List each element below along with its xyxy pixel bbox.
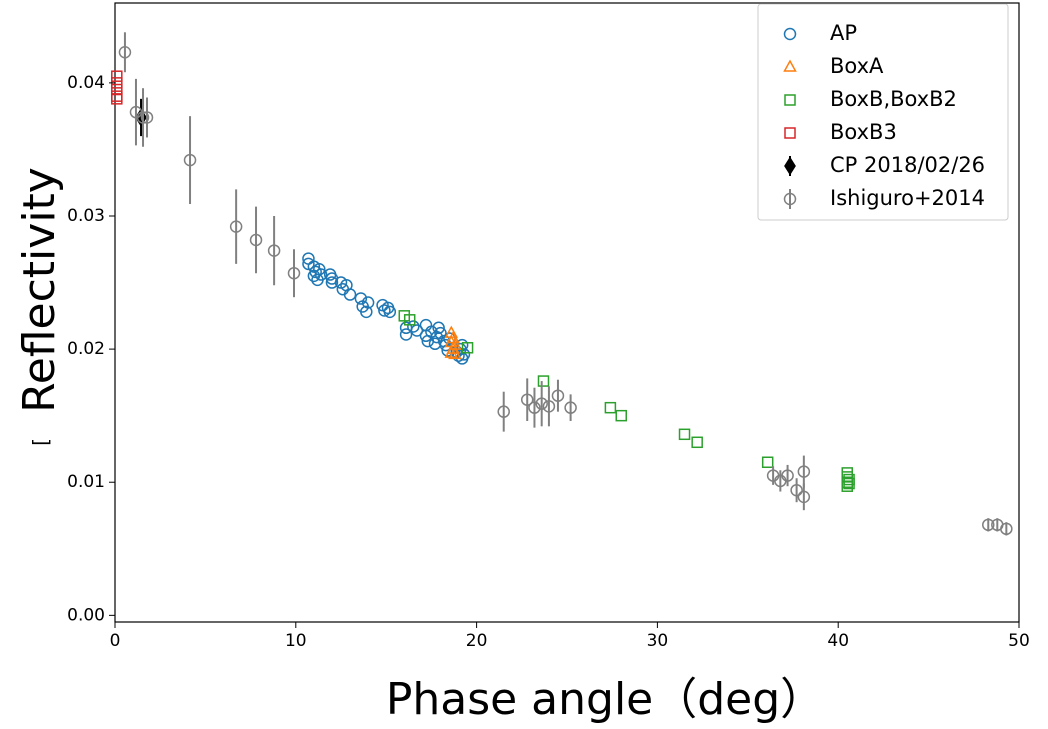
point [111,93,123,105]
x-tick-label: 50 [1008,631,1030,651]
point [287,266,301,280]
point [360,305,373,319]
point [761,456,774,469]
point [403,314,416,326]
legend-marker [783,192,797,206]
point [537,375,550,387]
point [229,220,243,233]
point [399,328,413,341]
y-tick-label: 0.02 [67,339,105,359]
x-tick-label: 40 [827,631,849,651]
series [398,310,855,492]
point [678,428,691,441]
legend-label: AP [830,21,857,45]
legend-label: Ishiguro+2014 [830,186,985,210]
x-tick-label: 10 [285,631,307,651]
x-axis-label: Phase angle（deg） [386,674,824,725]
series [302,252,471,365]
axes: 0 10 20 30 40 50 0.00 0.01 0.02 0.03 0.04 [67,73,1030,651]
point [797,490,811,504]
point [448,346,462,360]
legend-marker [784,127,796,139]
point [111,83,123,96]
legend-frame [757,3,1009,221]
point [520,393,534,406]
point [378,304,391,317]
point [691,436,703,449]
point [615,409,627,422]
point [1000,522,1013,536]
point [267,244,281,257]
plot-frame [114,2,1020,623]
legend-marker [784,156,796,176]
point [183,153,197,167]
series [118,32,1013,536]
point [118,46,132,59]
point [354,292,368,305]
point [407,320,420,333]
point [982,518,995,532]
point [313,262,326,276]
x-tick-label: 30 [647,631,669,651]
series [111,70,123,105]
point [790,483,803,497]
point [430,330,444,344]
point [528,401,541,414]
point [564,401,577,414]
y-tick-label: 0.01 [67,472,105,492]
point [604,401,617,414]
point [314,268,328,281]
point [444,345,459,358]
point [497,405,510,418]
point [410,324,424,337]
point [843,477,855,490]
point [542,400,556,413]
legend-marker [783,27,797,41]
point [136,111,150,124]
point [781,469,794,482]
legend-marker [784,94,796,106]
legend-label: BoxA [830,54,884,78]
point [361,296,375,309]
point [461,342,474,354]
legend-label: BoxB,BoxB2 [830,87,957,111]
point [432,321,445,335]
point [797,465,811,478]
x-tick-label: 20 [466,631,488,651]
point [383,305,397,319]
point [452,349,465,363]
y-tick-label: 0.00 [67,605,105,625]
point [535,397,548,410]
legend-marker [783,59,797,72]
point [551,389,565,402]
point [111,90,123,102]
y-tick-label: 0.04 [67,73,105,93]
point [325,276,339,289]
point [111,70,123,82]
point [140,111,154,124]
legend: AP BoxA BoxB,BoxB2 BoxB3 CP 2018/02/26 Ishigu… [783,21,985,210]
point [343,288,357,301]
y-axis-label: Reflectivity [14,167,65,413]
point [249,233,263,247]
y-axis-label-bracket: [ [29,438,53,446]
legend-label: CP 2018/02/26 [830,153,985,177]
legend-label: BoxB3 [830,120,897,144]
point [434,326,447,340]
y-tick-label: 0.03 [67,206,105,226]
point [841,480,853,492]
marks [111,32,1013,536]
series [444,325,462,360]
x-tick-label: 0 [110,631,121,651]
